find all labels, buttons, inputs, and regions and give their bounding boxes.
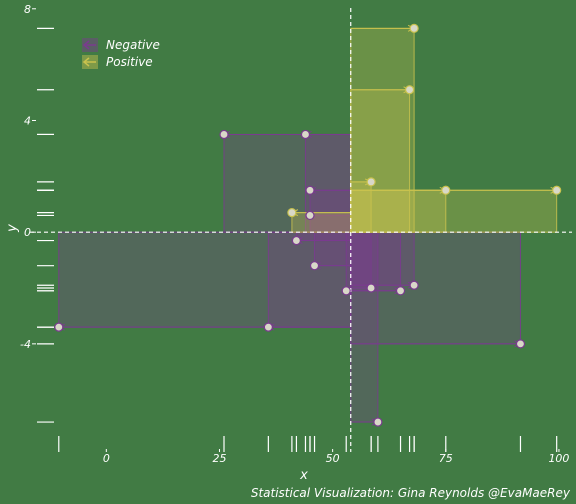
caption: Statistical Visualization: Gina Reynolds…	[251, 486, 571, 500]
x-tick-75: 75	[439, 452, 453, 465]
rect-negative-0	[58, 231, 352, 328]
y-tick-labels: -4 0 4 8	[20, 3, 36, 351]
rect-positive-5	[350, 27, 415, 233]
y-tick-8: 8	[24, 3, 31, 16]
point-negative-0	[54, 322, 64, 332]
x-tick-50: 50	[326, 452, 340, 465]
point-positive-2	[441, 185, 451, 195]
rect-negative-11	[350, 231, 415, 286]
y-tick--4: -4	[20, 338, 31, 351]
point-positive-1	[366, 177, 376, 187]
x-tick-100: 100	[548, 452, 569, 465]
x-rug-marks	[58, 436, 558, 452]
point-positive-4	[404, 85, 415, 95]
y-axis-title: y	[5, 224, 20, 233]
mean-reference-lines	[30, 8, 572, 452]
point-negative-6	[309, 261, 320, 271]
point-negative-7	[291, 235, 302, 246]
rect-negative-7	[295, 231, 352, 242]
point-negative-12	[373, 417, 383, 427]
legend-arrowhead-positive	[82, 57, 90, 67]
point-negative-3	[300, 129, 311, 140]
x-tick-0: 0	[103, 452, 110, 465]
point-negative-9	[366, 283, 376, 293]
x-axis-title: x	[299, 468, 308, 483]
point-negative-10	[395, 286, 406, 296]
point-negative-2	[219, 129, 229, 140]
point-negative-8	[341, 286, 351, 296]
y-tick-0: 0	[24, 226, 31, 239]
point-negative-1	[263, 322, 273, 332]
point-negative-11	[409, 280, 419, 290]
point-positive-5	[409, 23, 419, 33]
legend-label-positive: Positive	[106, 55, 153, 69]
rect-negative-13	[350, 231, 521, 345]
point-positive-0	[287, 208, 297, 218]
rect-negative-8	[345, 231, 352, 292]
y-tick-4: 4	[24, 114, 31, 127]
y-rug-marks	[37, 27, 54, 423]
rect-positive-4	[350, 89, 411, 233]
legend-arrowhead-negative	[82, 40, 90, 50]
point-negative-13	[515, 339, 526, 349]
x-tick-25: 25	[212, 452, 226, 465]
covariance-rectangles	[57, 24, 558, 426]
point-negative-5	[305, 210, 315, 221]
point-negative-4	[305, 185, 315, 195]
legend-label-negative: Negative	[106, 38, 160, 52]
rect-positive-3	[350, 189, 558, 233]
x-tick-labels: 0 25 50 75 100	[103, 449, 569, 465]
legend: Negative Positive	[82, 38, 160, 69]
rect-negative-12	[350, 231, 379, 423]
rect-positive-0	[291, 212, 352, 233]
data-points	[54, 23, 562, 427]
point-positive-3	[552, 185, 562, 195]
